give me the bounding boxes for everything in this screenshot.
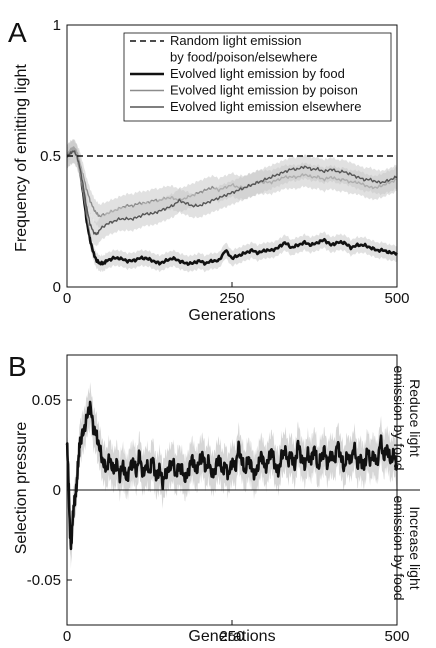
panel-b-annotation-line: Reduce light <box>407 379 423 457</box>
panel-b-ytick-label: 0.05 <box>32 392 61 409</box>
panel-a-legend-label: Evolved light emission by food <box>170 66 345 81</box>
panel-a-xtick-label: 250 <box>219 290 244 307</box>
panel-a-xtick-label: 0 <box>63 290 71 307</box>
panel-a-letter: A <box>8 17 27 48</box>
panel-a-series-1-line <box>66 146 399 266</box>
panel-b-letter: B <box>8 351 27 382</box>
panel-a-legend: Random light emission by food/poison/else… <box>123 32 392 122</box>
panel-b-ytick-label: 0 <box>53 482 61 499</box>
panel-b-series-0-line <box>65 400 399 551</box>
panel-a-ytick-label: 0 <box>53 279 61 296</box>
panel-a-series-1-band <box>67 139 397 273</box>
panel-a-plot-area <box>66 139 399 273</box>
panel-a-ytick-label: 0.5 <box>40 148 61 165</box>
panel-a-legend-box <box>123 32 392 122</box>
panel-b-plot-area <box>65 382 420 569</box>
panel-a: A Frequency of emitting light Generation… <box>8 17 410 324</box>
panel-b-ticks: 0 250 500 -0.05 0 0.05 <box>27 392 410 645</box>
panel-b-ylabel: Selection pressure <box>13 422 30 555</box>
panel-a-ylabel: Frequency of emitting light <box>13 64 30 252</box>
panel-a-series-3-line <box>66 150 398 236</box>
panel-a-ytick-label: 1 <box>53 17 61 34</box>
panel-b-xtick-label: 250 <box>219 628 244 645</box>
panel-b-xtick-label: 0 <box>63 628 71 645</box>
panel-b-annotation-line: Increase light <box>407 506 423 589</box>
panel-a-legend-label: Random light emission <box>170 33 302 48</box>
panel-a-legend-label: Evolved light emission by poison <box>170 83 358 98</box>
panel-b-series-0-band <box>67 382 397 569</box>
panel-a-xlabel: Generations <box>188 307 275 324</box>
panel-a-legend-label: by food/poison/elsewhere <box>170 50 317 65</box>
panel-a-xtick-label: 500 <box>384 290 409 307</box>
panel-a-ticks: 0 250 500 0 0.5 1 <box>40 17 409 307</box>
panel-b-annotation-line: emission by food <box>391 365 407 470</box>
panel-a-legend-label: Evolved light emission elsewhere <box>170 99 361 114</box>
panel-b-annotation-line: emission by food <box>391 495 407 600</box>
panel-b-xtick-label: 500 <box>384 628 409 645</box>
panel-b-xlabel: Generations <box>188 628 275 645</box>
panel-b-annotation-reduce: Reduce lightemission by food <box>391 365 423 470</box>
panel-b-annotation-increase: Increase lightemission by food <box>391 495 423 600</box>
panel-b: B Selection pressure Generations 0 250 500… <box>8 351 423 645</box>
panel-b-ytick-label: -0.05 <box>27 572 61 589</box>
